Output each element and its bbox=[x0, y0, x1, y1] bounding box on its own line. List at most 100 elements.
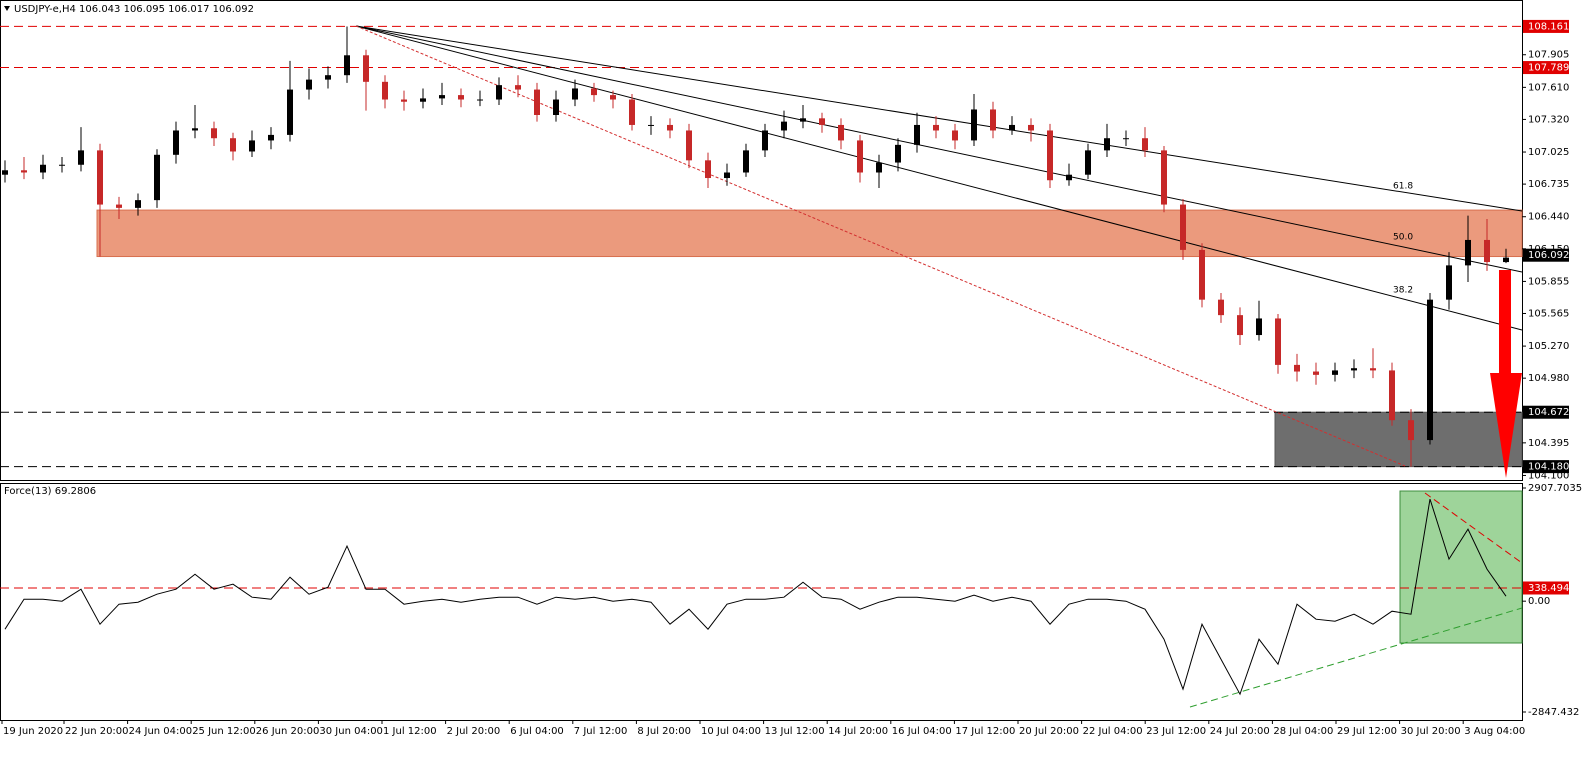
force-panel-frame bbox=[0, 483, 1523, 721]
candle-body bbox=[667, 124, 673, 131]
candle-body bbox=[857, 140, 863, 173]
candle-body bbox=[534, 89, 540, 115]
candle-body bbox=[40, 164, 46, 173]
candle-body bbox=[971, 109, 977, 141]
candle-body bbox=[154, 154, 160, 201]
x-tick-label: 14 Jul 20:00 bbox=[828, 726, 888, 737]
level-label: 107.789 bbox=[1528, 63, 1569, 74]
zone bbox=[1274, 411, 1523, 468]
y-tick-label: 107.905 bbox=[1528, 50, 1569, 61]
x-tick-label: 25 Jun 12:00 bbox=[192, 726, 256, 737]
candle-body bbox=[116, 204, 122, 208]
candle-body bbox=[1427, 299, 1433, 441]
candle-body bbox=[553, 99, 559, 115]
x-tick-label: 2 Jul 20:00 bbox=[447, 726, 501, 737]
candle-body bbox=[1047, 130, 1053, 181]
candle-body bbox=[838, 124, 844, 141]
candle-body bbox=[1066, 174, 1072, 181]
candle-body bbox=[1332, 370, 1338, 375]
fib-fan-label: 50.0 bbox=[1393, 233, 1413, 243]
candle-body bbox=[1085, 150, 1091, 175]
x-tick-label: 17 Jul 12:00 bbox=[955, 726, 1015, 737]
level-label-box bbox=[1523, 405, 1569, 419]
candle-body bbox=[1370, 368, 1376, 371]
y-tick-label: 104.100 bbox=[1528, 470, 1569, 481]
candle-body bbox=[591, 88, 597, 96]
candle-body bbox=[1446, 265, 1452, 300]
level-label-box bbox=[1523, 460, 1569, 474]
x-tick-label: 20 Jul 20:00 bbox=[1019, 726, 1079, 737]
x-tick-label: 13 Jul 12:00 bbox=[765, 726, 825, 737]
candle-body bbox=[1218, 299, 1224, 316]
collapse-icon bbox=[4, 6, 10, 11]
candle-body bbox=[819, 118, 825, 125]
candle-body bbox=[781, 121, 787, 131]
level-label: 108.161 bbox=[1528, 21, 1569, 32]
candle-body bbox=[211, 128, 217, 139]
candle-body bbox=[249, 140, 255, 152]
x-tick-label: 26 Jun 20:00 bbox=[256, 726, 320, 737]
y-tick-label: 107.610 bbox=[1528, 82, 1569, 93]
y-tick-label: 107.320 bbox=[1528, 114, 1569, 125]
candle-body bbox=[800, 118, 806, 122]
candle-body bbox=[1389, 370, 1395, 421]
candle-body bbox=[724, 172, 730, 179]
level-label: 104.672 bbox=[1528, 407, 1569, 418]
candle-body bbox=[648, 124, 654, 126]
x-tick-label: 24 Jul 20:00 bbox=[1210, 726, 1270, 737]
candle-body bbox=[1351, 368, 1357, 371]
y-tick-label: 106.735 bbox=[1528, 179, 1569, 190]
x-tick-label: 1 Jul 12:00 bbox=[383, 726, 437, 737]
candle-body bbox=[1256, 318, 1262, 336]
fib-fan-label: 38.2 bbox=[1393, 286, 1413, 296]
x-tick-label: 6 Jul 04:00 bbox=[510, 726, 564, 737]
level-label-box bbox=[1523, 61, 1569, 75]
x-tick-label: 30 Jun 04:00 bbox=[319, 726, 383, 737]
candle-body bbox=[1275, 318, 1281, 365]
candle-body bbox=[230, 138, 236, 152]
candle-body bbox=[762, 130, 768, 151]
last-price-label: 106.092 bbox=[1528, 250, 1569, 261]
candle-body bbox=[1199, 249, 1205, 300]
candle-body bbox=[363, 55, 369, 82]
candle-body bbox=[1180, 204, 1186, 250]
candle-body bbox=[97, 150, 103, 205]
candle-body bbox=[78, 150, 84, 165]
candle-body bbox=[686, 130, 692, 161]
y-tick-label: 105.270 bbox=[1528, 341, 1569, 352]
candle-body bbox=[990, 109, 996, 131]
candle-body bbox=[1161, 150, 1167, 205]
level-label-box bbox=[1523, 581, 1569, 595]
candle-body bbox=[192, 128, 198, 131]
force-line bbox=[4, 498, 1507, 696]
candle-body bbox=[1237, 315, 1243, 336]
zone bbox=[96, 209, 1523, 258]
candle-body bbox=[1009, 124, 1015, 131]
candle-body bbox=[382, 81, 388, 100]
trend-line bbox=[1424, 492, 1523, 564]
x-tick-label: 19 Jun 2020 bbox=[3, 726, 63, 737]
trend-line bbox=[355, 25, 1406, 467]
candle-body bbox=[610, 95, 616, 100]
candle-body bbox=[1104, 138, 1110, 151]
candle-body bbox=[876, 162, 882, 173]
x-tick-label: 22 Jun 20:00 bbox=[65, 726, 129, 737]
candle-body bbox=[1484, 239, 1490, 263]
candle-body bbox=[515, 85, 521, 90]
y-tick-label: 105.565 bbox=[1528, 308, 1569, 319]
y-tick-label: 106.440 bbox=[1528, 212, 1569, 223]
y-tick-label: 105.855 bbox=[1528, 276, 1569, 287]
candle-body bbox=[895, 144, 901, 163]
candle-body bbox=[325, 75, 331, 80]
fib-fan-label: 61.8 bbox=[1393, 182, 1413, 192]
candle-body bbox=[1313, 371, 1319, 375]
candle-body bbox=[1123, 138, 1129, 140]
x-tick-label: 28 Jul 04:00 bbox=[1273, 726, 1333, 737]
candle-body bbox=[306, 79, 312, 90]
level-label: 104.180 bbox=[1528, 462, 1569, 473]
chart-title: USDJPY-e,H4 106.043 106.095 106.017 106.… bbox=[14, 4, 254, 15]
y-tick-label: 107.025 bbox=[1528, 147, 1569, 158]
candle-body bbox=[1294, 364, 1300, 372]
candle-body bbox=[933, 124, 939, 131]
